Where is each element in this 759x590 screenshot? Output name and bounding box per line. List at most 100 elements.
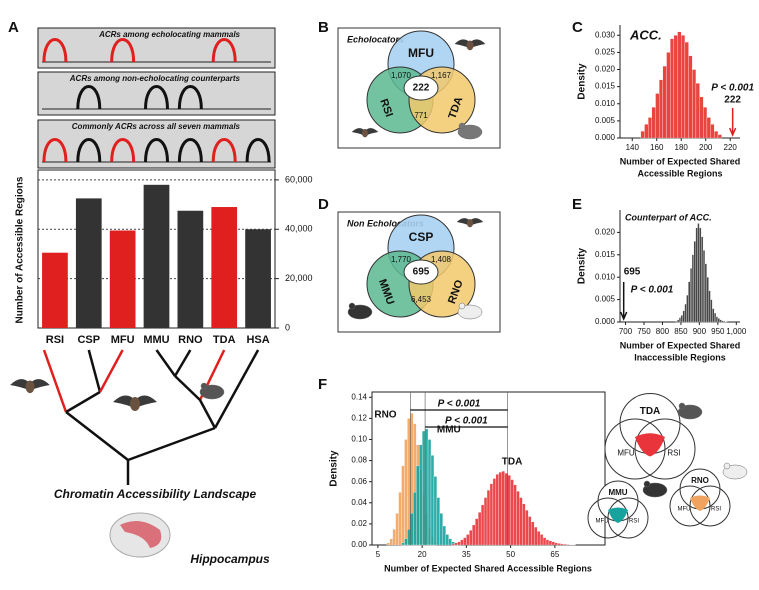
x-axis-label: Number of Expected Shared — [620, 156, 741, 166]
histogram-bar — [680, 315, 683, 323]
x-axis-label: Number of Expected Shared — [620, 340, 741, 350]
histogram-bar — [510, 479, 514, 546]
histogram-bar — [401, 542, 405, 546]
venn-set — [689, 485, 731, 527]
histogram-bar — [688, 281, 691, 323]
panel-label: B — [318, 19, 329, 36]
y-tick-label: 0.000 — [595, 317, 616, 326]
tree-branch — [213, 349, 260, 429]
tree-branch — [65, 390, 101, 414]
histogram-bar — [690, 268, 693, 323]
observed-value: 222 — [724, 95, 741, 106]
acr-peak — [144, 138, 169, 163]
acr-peak — [211, 38, 237, 63]
venn-count: 1,070 — [391, 71, 412, 80]
histogram-bar — [404, 538, 408, 546]
y-tick-label: 0.015 — [595, 250, 616, 259]
x-tick-label: 1,000 — [726, 327, 747, 336]
y-tick-label: 0.02 — [351, 519, 367, 528]
y-tick-label: 0.00 — [351, 540, 367, 549]
histogram-bar — [651, 107, 656, 139]
x-tick-label: 180 — [675, 143, 689, 152]
mouse-ear — [723, 462, 731, 470]
venn-intersection — [608, 507, 628, 523]
x-axis-label: Accessible Regions — [637, 168, 722, 178]
histogram-bar — [692, 69, 697, 139]
histogram-bar — [704, 263, 707, 323]
acr-peak — [245, 138, 271, 163]
p-value: P < 0.001 — [438, 399, 481, 410]
histogram-bar — [670, 38, 675, 139]
venn-count: 6,453 — [411, 295, 432, 304]
histogram-bar — [495, 474, 499, 546]
histogram-bar — [445, 534, 449, 546]
p-value: P < 0.001 — [711, 83, 754, 94]
bat-body — [466, 40, 474, 51]
histogram-bar — [395, 513, 399, 546]
track-title: ACRs among non-echolocating counterparts — [69, 74, 241, 83]
histogram-bar — [404, 439, 408, 546]
venn-center — [403, 259, 439, 285]
acr-peak — [177, 85, 203, 110]
y-tick-label: 0.030 — [595, 30, 616, 39]
histogram-bar — [442, 525, 446, 546]
histogram-bar — [522, 503, 526, 546]
x-tick-label: MMU — [143, 334, 169, 346]
histogram-bar — [424, 428, 429, 546]
histogram-bar — [413, 492, 417, 546]
histogram-bar — [386, 542, 390, 546]
tree-branch — [65, 411, 129, 461]
histogram-bar — [655, 93, 660, 139]
histogram-bar — [525, 510, 529, 546]
histogram-bar — [554, 542, 558, 546]
histogram-bar — [489, 483, 494, 546]
x-tick-label: 140 — [626, 143, 640, 152]
histogram-bar — [498, 472, 502, 546]
observed-value: 695 — [624, 267, 641, 278]
histogram-bar — [684, 41, 689, 139]
histogram-bar — [433, 476, 438, 546]
acr-peak — [76, 85, 102, 110]
histogram-bar — [486, 489, 491, 546]
histogram-bar — [560, 543, 564, 546]
track-title: ACRs among echolocating mammals — [98, 30, 240, 39]
venn-intersection — [690, 495, 710, 511]
y-tick-label: 0.08 — [351, 456, 367, 465]
histogram-bar — [528, 516, 532, 546]
histogram-bar — [644, 124, 649, 139]
y-tick-label: 0.04 — [351, 498, 367, 507]
x-tick-label: CSP — [77, 334, 100, 346]
histogram-bar — [659, 79, 664, 139]
histogram-bar — [516, 491, 520, 546]
acr-peak — [42, 138, 68, 163]
observed-arrow — [728, 108, 737, 137]
y-tick-label: 60,000 — [285, 174, 313, 184]
venn-count: 695 — [413, 267, 430, 278]
brain-caption: Hippocampus — [190, 552, 270, 566]
histogram-bar — [430, 455, 435, 546]
histogram-bar — [662, 65, 667, 139]
histogram-bar — [551, 541, 556, 546]
tree-branch — [42, 349, 68, 413]
series-label: RNO — [374, 410, 396, 421]
tree-caption: Chromatin Accessibility Landscape — [54, 487, 257, 501]
bat-body — [130, 397, 140, 411]
bar — [75, 198, 102, 328]
p-value: P < 0.001 — [445, 416, 488, 427]
x-tick-label: MFU — [111, 334, 135, 346]
venn-set — [669, 485, 711, 527]
histogram-bar — [675, 320, 678, 323]
x-tick-label: 700 — [619, 327, 633, 336]
p-value: P < 0.001 — [631, 285, 674, 296]
bar — [177, 210, 204, 328]
histogram-bar — [640, 131, 645, 139]
histogram-bar — [566, 544, 570, 546]
panel-label: D — [318, 196, 329, 213]
histogram-bar — [688, 55, 693, 139]
histogram-bar — [714, 131, 719, 139]
y-tick-label: 0.010 — [595, 99, 616, 108]
acr-peak — [42, 38, 68, 63]
histogram-bar — [410, 513, 414, 546]
y-tick-label: 0.020 — [595, 65, 616, 74]
